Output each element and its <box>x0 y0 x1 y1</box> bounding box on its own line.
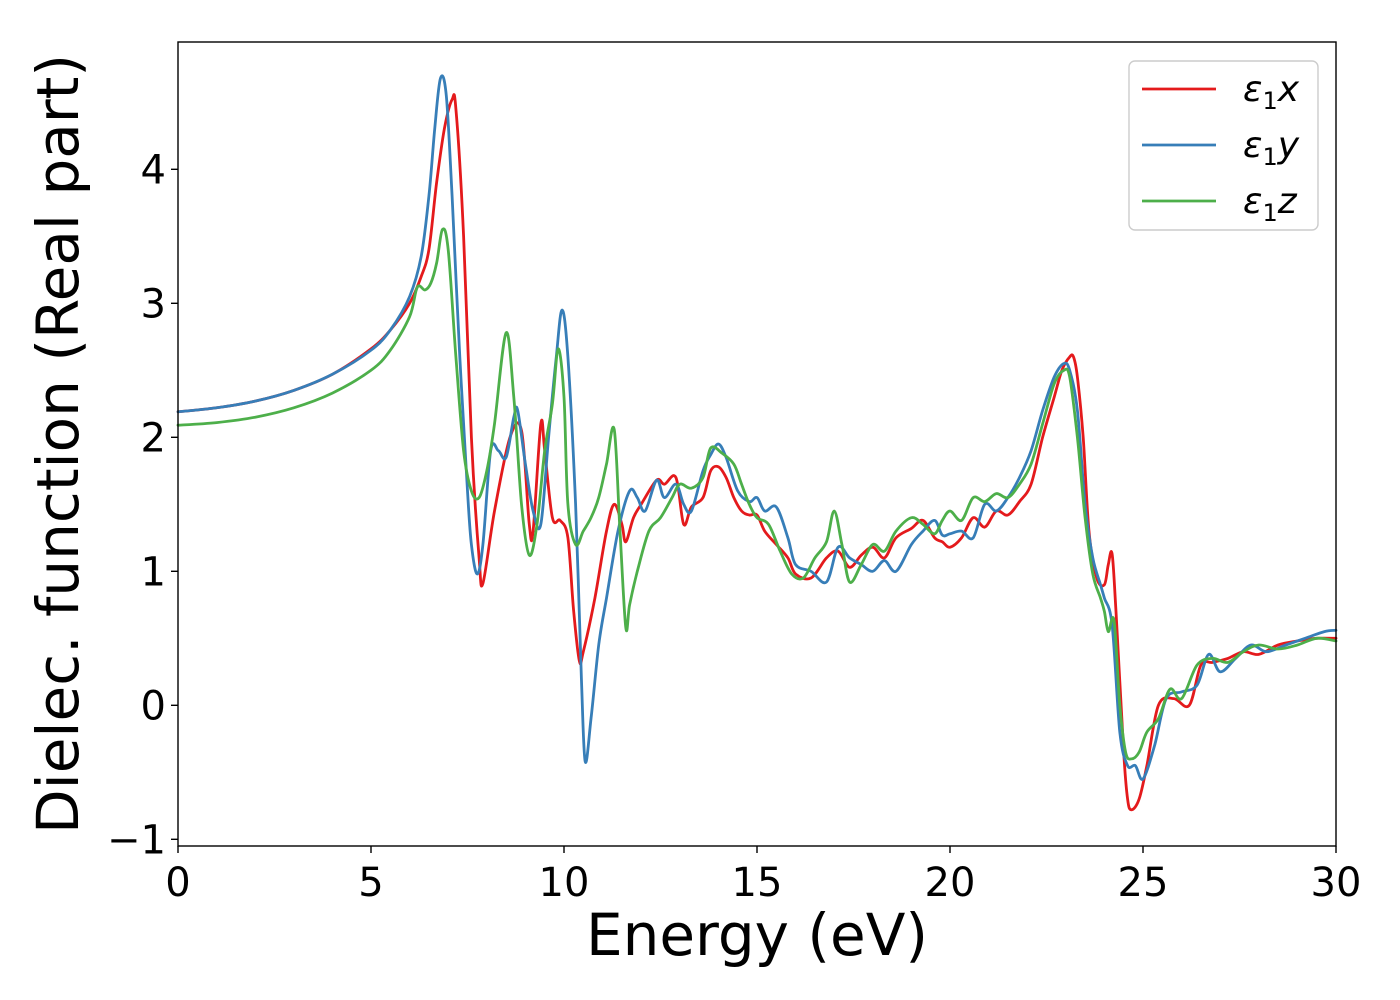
series-line-z <box>176 227 1338 761</box>
y-tick-label: −1 <box>107 817 166 863</box>
x-tick-label: 0 <box>165 860 190 906</box>
x-tick-label: 5 <box>358 860 383 906</box>
x-tick-label: 30 <box>1311 860 1362 906</box>
legend-frame <box>1128 60 1319 231</box>
y-tick-label: 3 <box>141 281 166 327</box>
y-axis: −1 0 1 2 3 4 <box>107 147 178 863</box>
series-line-x <box>176 93 1338 812</box>
x-axis: 0 5 10 15 20 25 30 <box>165 846 1361 906</box>
y-tick-label: 0 <box>141 683 166 729</box>
legend-label-y: ε1y <box>1243 125 1300 171</box>
x-tick-label: 10 <box>539 860 590 906</box>
y-axis-label: Dielec. function (Real part) <box>24 54 92 834</box>
y-tick-label: 2 <box>141 415 166 461</box>
series-line-y <box>176 74 1338 781</box>
x-tick-label: 15 <box>732 860 783 906</box>
series-layer <box>176 74 1338 812</box>
x-axis-label: Energy (eV) <box>586 901 928 969</box>
x-tick-label: 20 <box>925 860 976 906</box>
x-tick-label: 25 <box>1118 860 1169 906</box>
y-tick-label: 1 <box>141 549 166 595</box>
legend: ε1x ε1y ε1z <box>1128 60 1319 231</box>
legend-label-z: ε1z <box>1243 181 1298 227</box>
legend-label-x: ε1x <box>1243 69 1300 115</box>
y-tick-label: 4 <box>141 147 166 193</box>
